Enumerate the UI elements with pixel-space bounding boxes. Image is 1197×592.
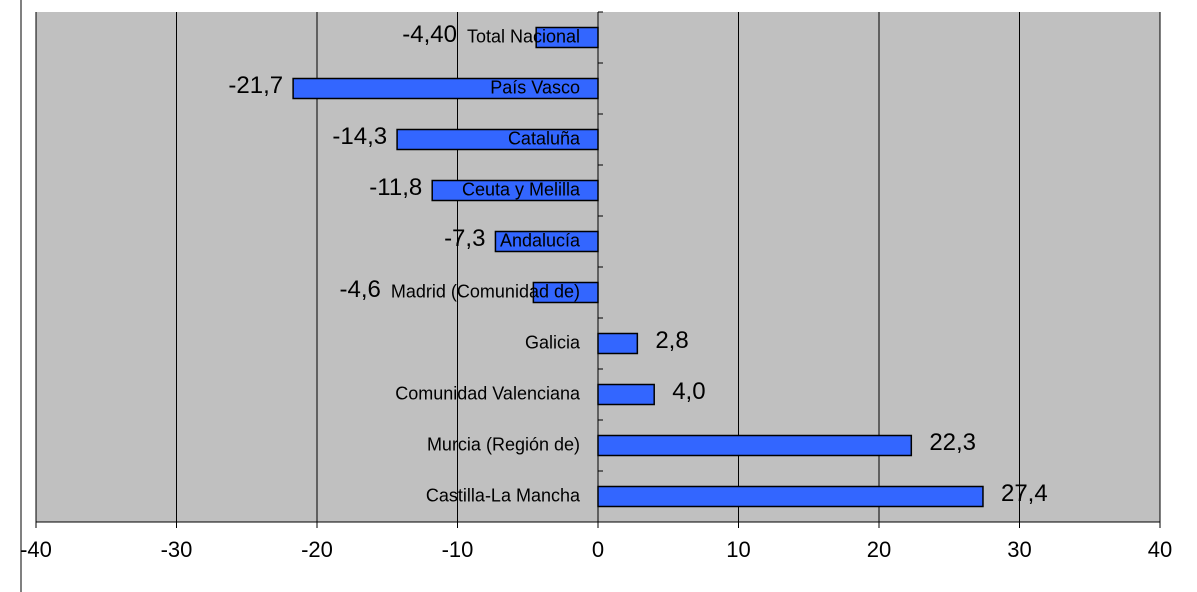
x-tick-label: -20 xyxy=(301,537,333,562)
bar xyxy=(535,26,599,49)
x-tick-label: -10 xyxy=(442,537,474,562)
bar xyxy=(532,281,599,304)
category-label: Madrid (Comunidad de) xyxy=(391,281,580,301)
value-label: 27,4 xyxy=(1001,480,1048,507)
category-label: Murcia (Región de) xyxy=(427,434,580,454)
value-label: 4,0 xyxy=(672,378,705,405)
category-label: Comunidad Valenciana xyxy=(395,383,581,403)
category-label: Total Nacional xyxy=(467,26,580,46)
value-label: -14,3 xyxy=(332,123,387,150)
value-label: -11,8 xyxy=(369,174,422,201)
bar xyxy=(597,485,984,508)
bar xyxy=(431,179,599,202)
category-label: Ceuta y Melilla xyxy=(462,179,581,199)
bar xyxy=(292,77,599,100)
bar xyxy=(494,230,599,253)
x-tick-label: -30 xyxy=(161,537,193,562)
bar xyxy=(396,128,599,151)
bar xyxy=(597,383,655,406)
category-label: Cataluña xyxy=(508,128,581,148)
x-tick-label: -40 xyxy=(20,537,52,562)
category-label: Galicia xyxy=(525,332,581,352)
category-label: Castilla-La Mancha xyxy=(426,485,581,505)
x-tick-label: 40 xyxy=(1148,537,1172,562)
value-label: -4,40 xyxy=(402,21,457,48)
category-label: Andalucía xyxy=(500,230,581,250)
value-label: -4,6 xyxy=(340,276,381,303)
category-label: País Vasco xyxy=(490,77,580,97)
bar xyxy=(597,434,913,457)
x-tick-label: 10 xyxy=(726,537,750,562)
bar xyxy=(597,332,639,355)
value-label: 2,8 xyxy=(655,327,688,354)
value-label: -21,7 xyxy=(228,72,283,99)
x-tick-label: 30 xyxy=(1007,537,1031,562)
value-label: 22,3 xyxy=(929,429,976,456)
value-label: -7,3 xyxy=(444,225,485,252)
x-tick-label: 0 xyxy=(592,537,604,562)
x-tick-label: 20 xyxy=(867,537,891,562)
